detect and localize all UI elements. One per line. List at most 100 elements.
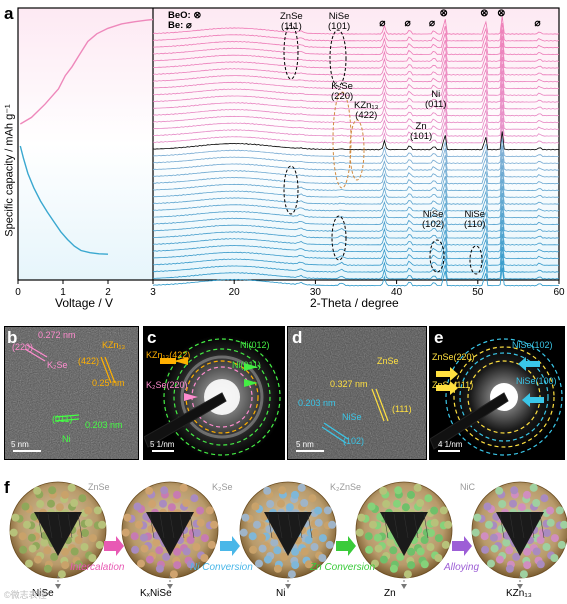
tem-b-l2: (422) xyxy=(78,356,100,366)
tem-d-l2: NiSe xyxy=(342,412,362,422)
product-arrow-head xyxy=(517,584,523,589)
mesh-line xyxy=(383,513,389,539)
particle xyxy=(523,490,531,499)
saed-image-c xyxy=(143,326,285,460)
particle xyxy=(74,560,83,569)
conversion-arrow xyxy=(452,536,472,556)
particle xyxy=(367,502,376,511)
saed-c-l4: K₂Se(220) xyxy=(146,380,188,390)
be-marker: ⌀ xyxy=(428,18,435,29)
particle xyxy=(304,536,313,544)
xrd-pattern-line xyxy=(152,49,560,69)
particle xyxy=(88,534,97,543)
particle xyxy=(444,520,453,529)
mesh-line xyxy=(393,513,399,539)
particle xyxy=(510,486,519,495)
mesh-line xyxy=(539,513,545,539)
particle xyxy=(93,506,102,515)
particle xyxy=(173,547,182,556)
particle xyxy=(557,540,566,549)
xrd-pattern-line xyxy=(152,16,560,35)
particle xyxy=(318,534,327,543)
ellipse-znse-top xyxy=(283,24,299,80)
particle xyxy=(48,486,57,495)
particle xyxy=(389,546,398,555)
panel-label-a: a xyxy=(4,4,14,23)
particle xyxy=(314,506,323,515)
particle xyxy=(162,552,171,561)
particle xyxy=(139,533,148,542)
particle xyxy=(207,540,216,549)
particle xyxy=(131,545,140,554)
particle xyxy=(310,543,319,551)
particle xyxy=(498,500,507,508)
particle xyxy=(179,483,188,492)
particle xyxy=(133,502,142,511)
particle xyxy=(249,545,258,554)
particle xyxy=(270,538,279,547)
mesh-line xyxy=(423,513,429,539)
xrd-pattern-line xyxy=(152,131,560,151)
scheme-top-label-1: K₂Se xyxy=(212,482,233,492)
particle xyxy=(287,570,296,579)
mesh-line xyxy=(267,513,273,539)
particle xyxy=(152,538,161,547)
particle xyxy=(36,500,45,508)
xrd-pattern-line xyxy=(152,97,560,117)
tem-b-d2b: 0.25 nm xyxy=(92,378,125,388)
conversion-arrow xyxy=(104,536,124,556)
particle xyxy=(420,560,429,569)
arrow-label-intercalation: Intercalation xyxy=(70,562,125,573)
tem-b-l1b: K₂Se xyxy=(47,360,68,370)
cavity xyxy=(34,512,82,556)
particle xyxy=(314,518,323,527)
particle xyxy=(43,564,52,573)
particle xyxy=(255,559,263,568)
particle xyxy=(23,520,31,529)
particle xyxy=(40,538,49,547)
particle xyxy=(439,506,448,515)
particle xyxy=(173,490,181,499)
x-tick-label: 60 xyxy=(553,287,565,298)
tem-d-texture xyxy=(288,327,426,459)
cavity xyxy=(264,512,312,556)
label-ni: Ni (011) xyxy=(425,89,447,110)
xrd-pattern-line xyxy=(152,267,560,287)
particle xyxy=(27,533,36,542)
particle xyxy=(121,528,130,537)
xrd-pattern-line xyxy=(152,42,560,62)
mesh-line xyxy=(413,513,419,539)
particle xyxy=(495,486,504,495)
particle xyxy=(483,502,492,511)
particle xyxy=(396,552,405,561)
particle xyxy=(434,554,443,562)
product-arrow-head xyxy=(55,584,61,589)
scheme-bottom-label-2: Ni xyxy=(276,588,286,599)
mesh-line xyxy=(189,513,195,539)
particle xyxy=(485,520,493,529)
label-nise102: NiSe (102) xyxy=(422,209,445,230)
particle xyxy=(241,513,250,522)
mesh-line xyxy=(277,513,283,539)
saed-e-l1: ZnSe(220) xyxy=(432,352,475,362)
ellipse-k2se xyxy=(332,91,352,189)
scheme-bottom-label-1: KₓNiSe xyxy=(140,588,172,599)
xrd-pattern-line xyxy=(152,70,560,90)
particle xyxy=(420,536,429,544)
particle xyxy=(529,483,538,492)
saed-image-e xyxy=(429,326,565,460)
xrd-pattern-line xyxy=(152,90,560,110)
particle xyxy=(386,538,395,547)
panel-label-f: f xyxy=(4,478,10,497)
panel-label-c: c xyxy=(147,328,157,347)
particle xyxy=(200,554,209,562)
particle xyxy=(145,555,154,564)
mesh-line xyxy=(47,513,53,539)
particle xyxy=(155,564,164,573)
particle xyxy=(273,546,282,555)
mesh-line xyxy=(159,513,165,539)
particle xyxy=(95,540,104,549)
particle xyxy=(265,525,274,533)
particle xyxy=(155,546,164,555)
particle xyxy=(70,499,79,507)
